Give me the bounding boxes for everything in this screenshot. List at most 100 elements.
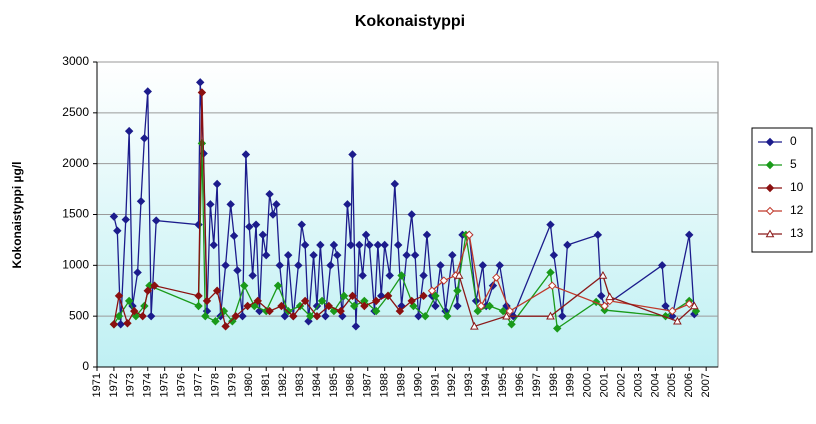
marker <box>336 306 345 316</box>
marker <box>280 311 290 321</box>
legend-label: 12 <box>790 203 804 217</box>
marker <box>469 321 479 330</box>
marker <box>316 240 325 250</box>
marker <box>294 261 303 270</box>
marker <box>245 222 254 231</box>
marker <box>436 261 445 270</box>
marker <box>297 220 306 229</box>
marker <box>196 78 205 87</box>
marker <box>547 281 557 290</box>
marker <box>324 301 334 311</box>
marker <box>333 250 342 260</box>
marker <box>202 296 212 306</box>
marker <box>312 311 322 321</box>
marker <box>485 301 494 311</box>
x-tick-label: 1978 <box>209 373 221 397</box>
marker <box>250 301 259 311</box>
x-tick-label: 1977 <box>192 373 204 397</box>
marker <box>221 322 230 331</box>
legend <box>751 127 813 253</box>
marker <box>419 291 428 301</box>
marker <box>371 296 381 306</box>
marker <box>553 324 562 333</box>
marker <box>476 301 486 311</box>
marker <box>373 240 383 250</box>
marker <box>329 240 339 250</box>
marker <box>343 200 352 209</box>
marker <box>421 311 430 321</box>
x-tick-label: 1973 <box>125 373 137 397</box>
marker <box>197 88 207 97</box>
marker <box>348 150 357 159</box>
x-tick-label: 1994 <box>480 373 492 397</box>
marker <box>422 230 432 240</box>
marker <box>465 230 474 240</box>
x-tick-label: 1974 <box>142 373 154 397</box>
marker <box>431 291 440 301</box>
x-tick-label: 1975 <box>159 373 171 397</box>
marker <box>473 306 482 316</box>
marker <box>272 200 281 209</box>
marker <box>121 215 130 224</box>
x-tick-label: 1997 <box>531 373 543 397</box>
marker <box>133 268 142 277</box>
marker <box>231 311 240 321</box>
legend-marker <box>765 206 775 216</box>
y-tick-label: 2500 <box>62 105 89 119</box>
marker <box>143 286 152 295</box>
marker <box>360 301 369 311</box>
series <box>109 88 428 331</box>
marker <box>502 311 511 320</box>
marker <box>448 250 457 260</box>
legend-label: 0 <box>790 134 797 148</box>
marker <box>339 291 349 301</box>
marker <box>546 311 555 320</box>
marker <box>507 320 516 329</box>
marker <box>361 230 371 240</box>
marker <box>228 317 237 326</box>
marker <box>233 266 242 275</box>
legend-marker <box>765 137 775 147</box>
marker <box>393 240 403 250</box>
series <box>109 78 699 331</box>
x-tick-label: 1990 <box>412 373 424 397</box>
x-tick-label: 2002 <box>615 373 627 397</box>
marker <box>348 291 357 301</box>
marker <box>597 291 606 301</box>
legend-label: 13 <box>790 226 804 240</box>
marker <box>221 261 230 270</box>
marker <box>407 210 416 219</box>
x-tick-label: 2006 <box>683 373 695 397</box>
marker <box>505 306 515 316</box>
series-line <box>113 82 695 327</box>
y-tick-label: 0 <box>82 359 89 373</box>
plot <box>93 61 718 371</box>
marker <box>598 270 608 279</box>
x-tick-label: 1996 <box>514 373 526 397</box>
series <box>454 270 699 330</box>
x-tick-label: 1999 <box>565 373 577 397</box>
x-tick-label: 1972 <box>108 373 120 397</box>
marker <box>248 271 257 280</box>
x-tick-label: 1989 <box>395 373 407 397</box>
x-tick-label: 1976 <box>176 373 188 397</box>
x-tick-label: 1979 <box>226 373 238 397</box>
legend-marker <box>765 229 775 238</box>
marker <box>283 250 293 260</box>
marker <box>419 271 428 280</box>
marker <box>241 150 251 159</box>
marker <box>211 317 220 326</box>
y-axis-label: Kokonaistyppi µg/l <box>10 162 24 269</box>
marker <box>138 311 147 321</box>
legend-label: 5 <box>790 157 797 171</box>
marker <box>427 286 437 295</box>
marker <box>130 306 139 316</box>
marker <box>495 261 504 270</box>
x-tick-label: 1982 <box>277 373 289 397</box>
marker <box>212 179 222 189</box>
marker <box>194 291 203 301</box>
marker <box>365 240 374 250</box>
marker <box>268 210 278 219</box>
marker <box>273 281 283 290</box>
marker <box>346 240 356 250</box>
